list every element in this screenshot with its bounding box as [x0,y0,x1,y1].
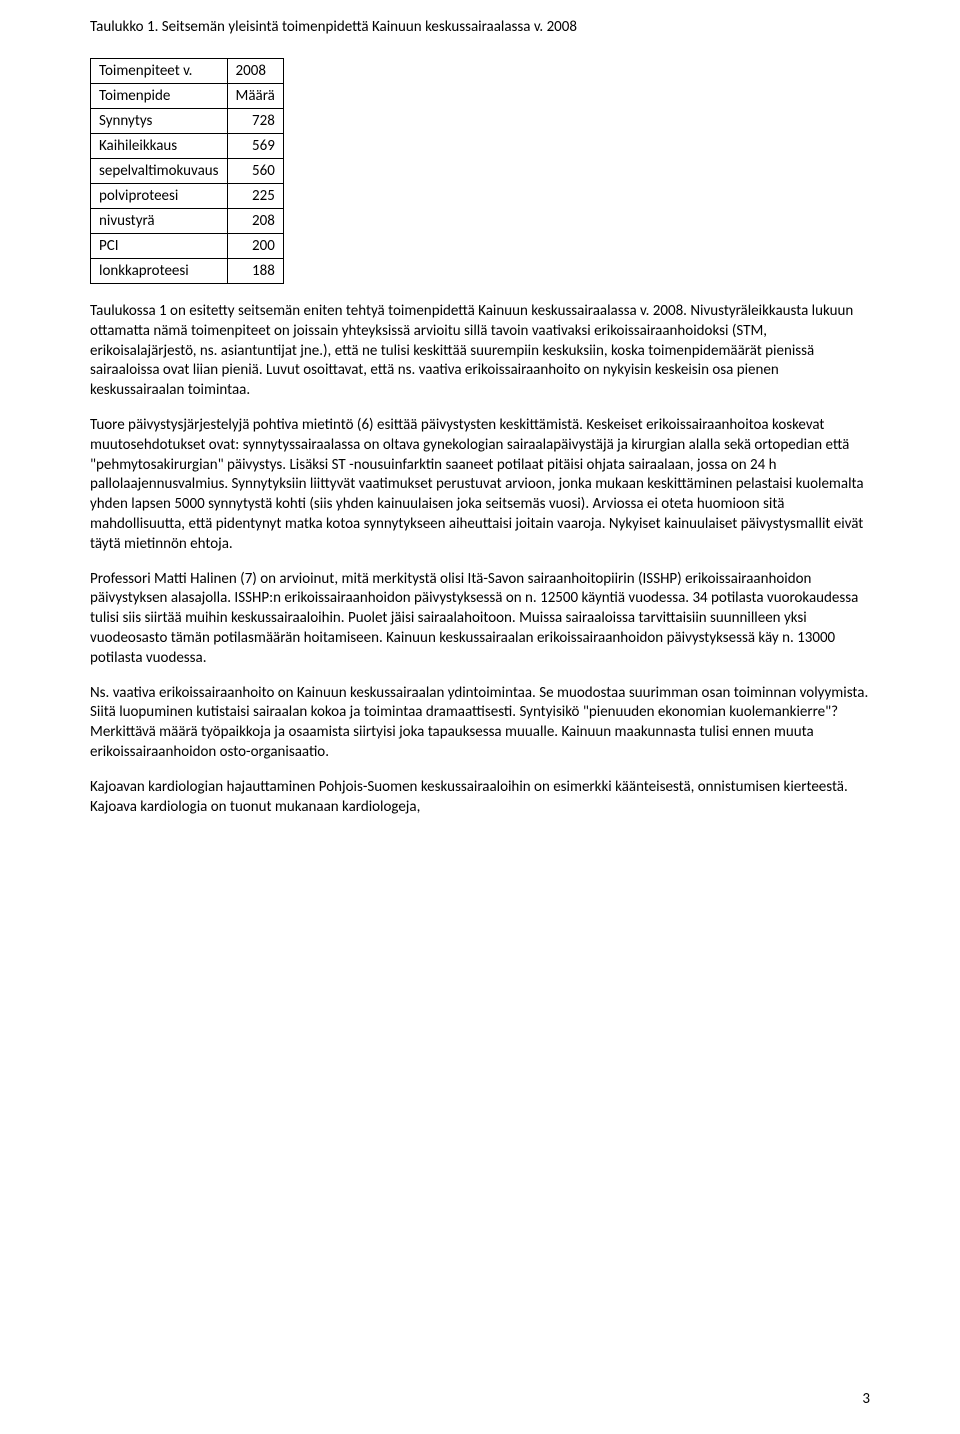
table-cell-value: 188 [227,259,283,284]
table-row: polviproteesi 225 [91,184,284,209]
table-row: PCI 200 [91,234,284,259]
document-page: Taulukko 1. Seitsemän yleisintä toimenpi… [0,0,960,1434]
table-cell-value: 200 [227,234,283,259]
table-row: sepelvaltimokuvaus 560 [91,159,284,184]
table-cell-value: 208 [227,209,283,234]
paragraph-3: Professori Matti Halinen (7) on arvioinu… [90,570,870,669]
table-cell-value: 569 [227,134,283,159]
table-cell-label: Kaihileikkaus [91,134,228,159]
procedures-table: Toimenpiteet v. 2008 Toimenpide Määrä Sy… [90,58,284,284]
page-number: 3 [862,1390,870,1408]
table-cell-label: nivustyrä [91,209,228,234]
table-cell-label: PCI [91,234,228,259]
column-header-label: Toimenpide [91,84,228,109]
paragraph-2: Tuore päivystysjärjestelyjä pohtiva miet… [90,416,870,555]
table-row: Kaihileikkaus 569 [91,134,284,159]
table-cell-value: 225 [227,184,283,209]
table-cell-label: sepelvaltimokuvaus [91,159,228,184]
table-row: Synnytys 728 [91,109,284,134]
table-header-row-1: Toimenpiteet v. 2008 [91,59,284,84]
table-cell-value: 728 [227,109,283,134]
table-header-cell-year: 2008 [227,59,283,84]
table-header-row-2: Toimenpide Määrä [91,84,284,109]
table-row: lonkkaproteesi 188 [91,259,284,284]
table-cell-label: polviproteesi [91,184,228,209]
table-row: nivustyrä 208 [91,209,284,234]
paragraph-4: Ns. vaativa erikoissairaanhoito on Kainu… [90,684,870,763]
table-cell-label: lonkkaproteesi [91,259,228,284]
table-cell-value: 560 [227,159,283,184]
paragraph-1: Taulukossa 1 on esitetty seitsemän enite… [90,302,870,401]
table-cell-label: Synnytys [91,109,228,134]
column-header-count: Määrä [227,84,283,109]
table-header-cell-title: Toimenpiteet v. [91,59,228,84]
table-caption: Taulukko 1. Seitsemän yleisintä toimenpi… [90,18,870,36]
paragraph-5: Kajoavan kardiologian hajauttaminen Pohj… [90,778,870,818]
